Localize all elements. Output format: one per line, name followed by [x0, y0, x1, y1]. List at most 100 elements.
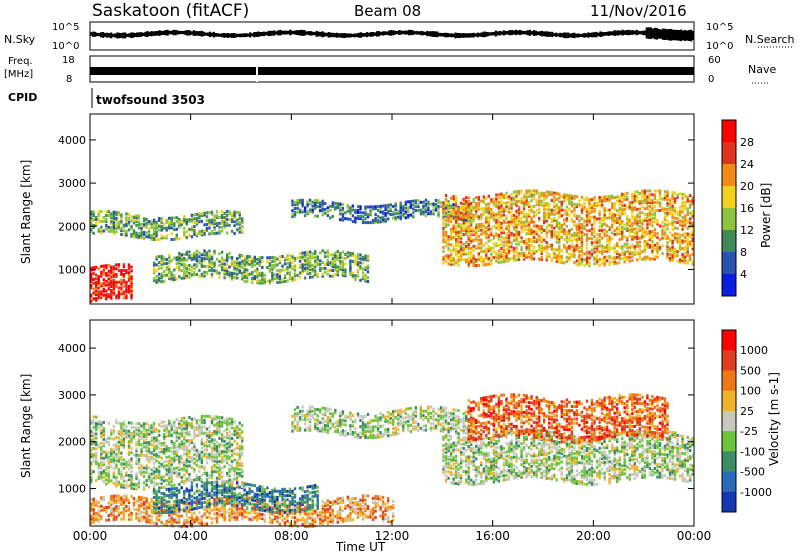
data-cell: [651, 206, 654, 210]
data-cell: [243, 260, 246, 264]
data-cell: [190, 484, 194, 488]
data-cell: [525, 195, 528, 199]
data-cell: [495, 197, 498, 201]
data-cell: [110, 494, 113, 498]
data-cell: [261, 508, 264, 512]
data-cell: [397, 211, 400, 215]
data-cell: [95, 289, 98, 293]
data-cell: [296, 273, 299, 277]
colorbar-tick-label: 12: [740, 224, 754, 237]
noise-sample: [261, 31, 264, 37]
data-cell: [336, 257, 339, 261]
data-cell: [550, 259, 553, 263]
data-cell: [643, 244, 647, 247]
data-cell: [336, 520, 339, 524]
data-cell: [115, 284, 118, 288]
data-cell: [205, 499, 209, 503]
data-cell: [480, 255, 483, 259]
data-cell: [208, 491, 211, 495]
data-cell: [160, 498, 163, 502]
data-cell: [558, 254, 561, 258]
data-cell: [444, 238, 448, 242]
data-cell: [266, 505, 269, 509]
data-cell: [241, 225, 244, 229]
data-cell: [538, 228, 541, 232]
data-cell: [251, 483, 254, 487]
data-cell: [666, 196, 669, 200]
data-cell: [278, 278, 282, 282]
data-cell: [532, 189, 536, 193]
data-cell: [611, 202, 614, 206]
data-cell: [147, 514, 151, 518]
data-cell: [543, 238, 546, 242]
data-cell: [678, 223, 682, 227]
data-cell: [515, 203, 518, 207]
data-cell: [623, 242, 626, 246]
data-cell: [293, 268, 297, 272]
data-cell: [218, 264, 221, 267]
noise-sample: [188, 30, 191, 36]
data-cell: [160, 521, 163, 524]
data-cell: [283, 523, 287, 527]
data-cell: [502, 219, 506, 223]
data-cell: [102, 270, 105, 274]
data-cell: [112, 284, 116, 288]
data-cell: [236, 264, 239, 268]
data-cell: [163, 504, 166, 508]
data-cell: [467, 258, 470, 262]
data-cell: [663, 219, 667, 223]
data-cell: [130, 277, 133, 281]
data-cell: [90, 517, 93, 521]
data-cell: [555, 223, 558, 227]
data-cell: [142, 500, 146, 504]
data-cell: [598, 225, 601, 229]
data-cell: [243, 258, 246, 262]
data-cell: [223, 221, 226, 225]
data-cell: [102, 506, 105, 510]
data-cell: [467, 225, 470, 229]
data-cell: [324, 263, 327, 266]
data-cell: [439, 205, 443, 209]
data-cell: [490, 200, 493, 204]
data-cell: [522, 212, 526, 216]
data-cell: [223, 482, 226, 486]
data-cell: [517, 209, 521, 213]
data-cell: [487, 249, 490, 253]
data-cell: [392, 204, 395, 208]
data-cell: [120, 500, 123, 504]
data-cell: [195, 249, 199, 253]
data-cell: [485, 210, 488, 214]
data-cell: [200, 514, 204, 518]
data-cell: [278, 516, 282, 520]
data-cell: [560, 204, 563, 208]
data-cell: [500, 239, 503, 243]
data-cell: [538, 216, 541, 220]
noise-sample: [671, 29, 675, 41]
data-cell: [656, 218, 659, 222]
data-cell: [648, 222, 652, 226]
data-cell: [225, 510, 229, 514]
noise-sample: [690, 29, 693, 42]
data-cell: [341, 207, 345, 210]
data-cell: [173, 506, 176, 510]
data-cell: [623, 194, 626, 198]
noise-sample: [347, 33, 350, 38]
noise-sample: [637, 30, 640, 35]
data-cell: [296, 202, 299, 206]
data-cell: [137, 220, 141, 224]
noise-sample: [168, 30, 171, 35]
data-cell: [538, 195, 541, 199]
data-cell: [580, 209, 584, 213]
data-cell: [492, 236, 496, 240]
noise-sample: [615, 30, 618, 36]
data-cell: [152, 487, 156, 491]
data-cell: [578, 234, 581, 238]
noise-sample: [214, 33, 217, 37]
data-cell: [125, 231, 128, 235]
data-cell: [90, 299, 93, 303]
noise-sample: [331, 32, 334, 38]
data-cell: [467, 256, 470, 260]
data-cell: [364, 217, 367, 221]
data-cell: [548, 190, 551, 194]
data-cell: [568, 198, 571, 202]
